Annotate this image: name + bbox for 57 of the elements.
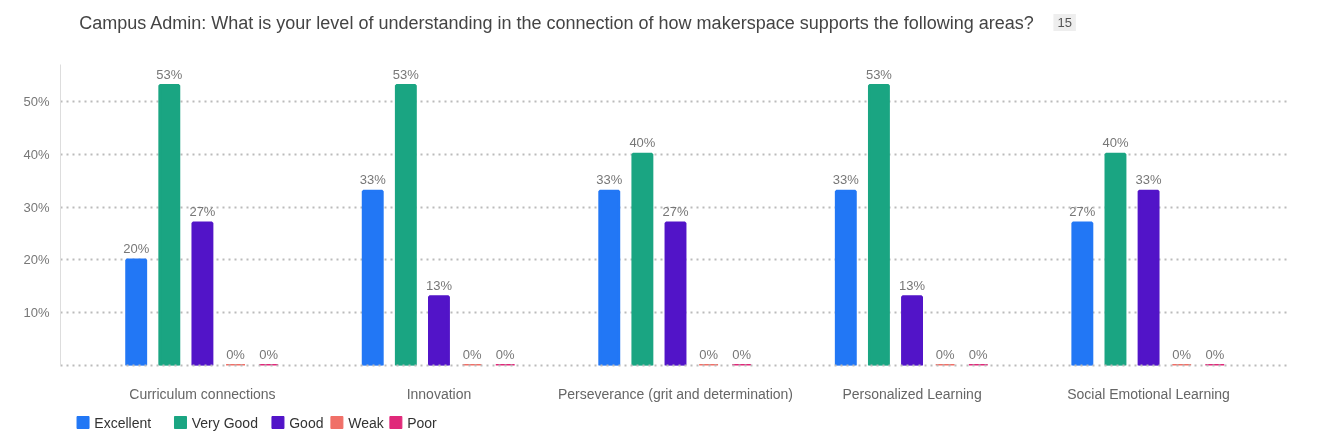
- data-label: 20%: [123, 240, 150, 256]
- data-label: 0%: [968, 346, 989, 362]
- legend-label: Poor: [407, 414, 438, 431]
- data-label: 0%: [935, 346, 955, 362]
- data-label: 0%: [495, 346, 516, 362]
- bar: [158, 84, 181, 366]
- data-label: 0%: [226, 346, 246, 362]
- data-label: 0%: [462, 346, 482, 362]
- legend-label: Very Good: [191, 414, 258, 431]
- data-label: 0%: [259, 346, 279, 362]
- text: 15: [1057, 15, 1072, 30]
- bar: [867, 84, 890, 366]
- data-label: 0%: [1205, 346, 1225, 362]
- data-label: 13%: [899, 277, 926, 293]
- data-label: 27%: [662, 203, 689, 219]
- data-label: 40%: [1102, 135, 1129, 151]
- data-label: 33%: [596, 172, 623, 188]
- data-label: 40%: [629, 135, 656, 151]
- data-label: 0%: [1172, 346, 1192, 362]
- bar: [428, 295, 450, 366]
- data-label: 33%: [359, 172, 387, 188]
- bar: [901, 295, 923, 366]
- legend-label: Excellent: [94, 414, 152, 431]
- bar: [664, 221, 687, 366]
- data-label: 27%: [1069, 203, 1096, 219]
- x-tick-label: Perseverance (grit and determination): [558, 385, 794, 402]
- bar: [394, 84, 417, 366]
- data-label: 27%: [189, 203, 216, 219]
- data-label: 53%: [392, 66, 420, 82]
- data-label: 13%: [425, 277, 453, 293]
- x-tick-label: Personalized Learning: [842, 385, 982, 402]
- x-tick-label: Innovation: [406, 385, 472, 402]
- bar: [631, 152, 654, 366]
- data-label: 33%: [832, 172, 860, 188]
- bar: [125, 258, 148, 366]
- bar: [1137, 189, 1160, 366]
- legend-label: Good: [289, 414, 324, 431]
- bar: [191, 221, 214, 366]
- y-tick-label: 30%: [23, 199, 50, 215]
- chart-title: Campus Admin: What is your level of understanding in the connection of how makerspace supports the following areas?: [79, 12, 1034, 33]
- bar: [1071, 221, 1094, 366]
- x-tick-label: Curriculum connections: [129, 385, 276, 402]
- data-label: 53%: [156, 66, 183, 82]
- bar: [1104, 152, 1127, 366]
- y-tick-label: 50%: [23, 93, 50, 109]
- legend-label: Weak: [348, 414, 385, 431]
- y-tick-label: 20%: [23, 252, 50, 268]
- data-label: 33%: [1135, 172, 1163, 188]
- data-label: 0%: [699, 346, 719, 362]
- data-label: 53%: [865, 66, 893, 82]
- bar: [834, 189, 857, 366]
- bar: [598, 189, 621, 366]
- x-tick-label: Social Emotional Learning: [1067, 385, 1230, 402]
- y-tick-label: 10%: [23, 305, 50, 321]
- data-label: 0%: [732, 346, 752, 362]
- y-tick-label: 40%: [23, 146, 50, 162]
- bar: [361, 189, 384, 366]
